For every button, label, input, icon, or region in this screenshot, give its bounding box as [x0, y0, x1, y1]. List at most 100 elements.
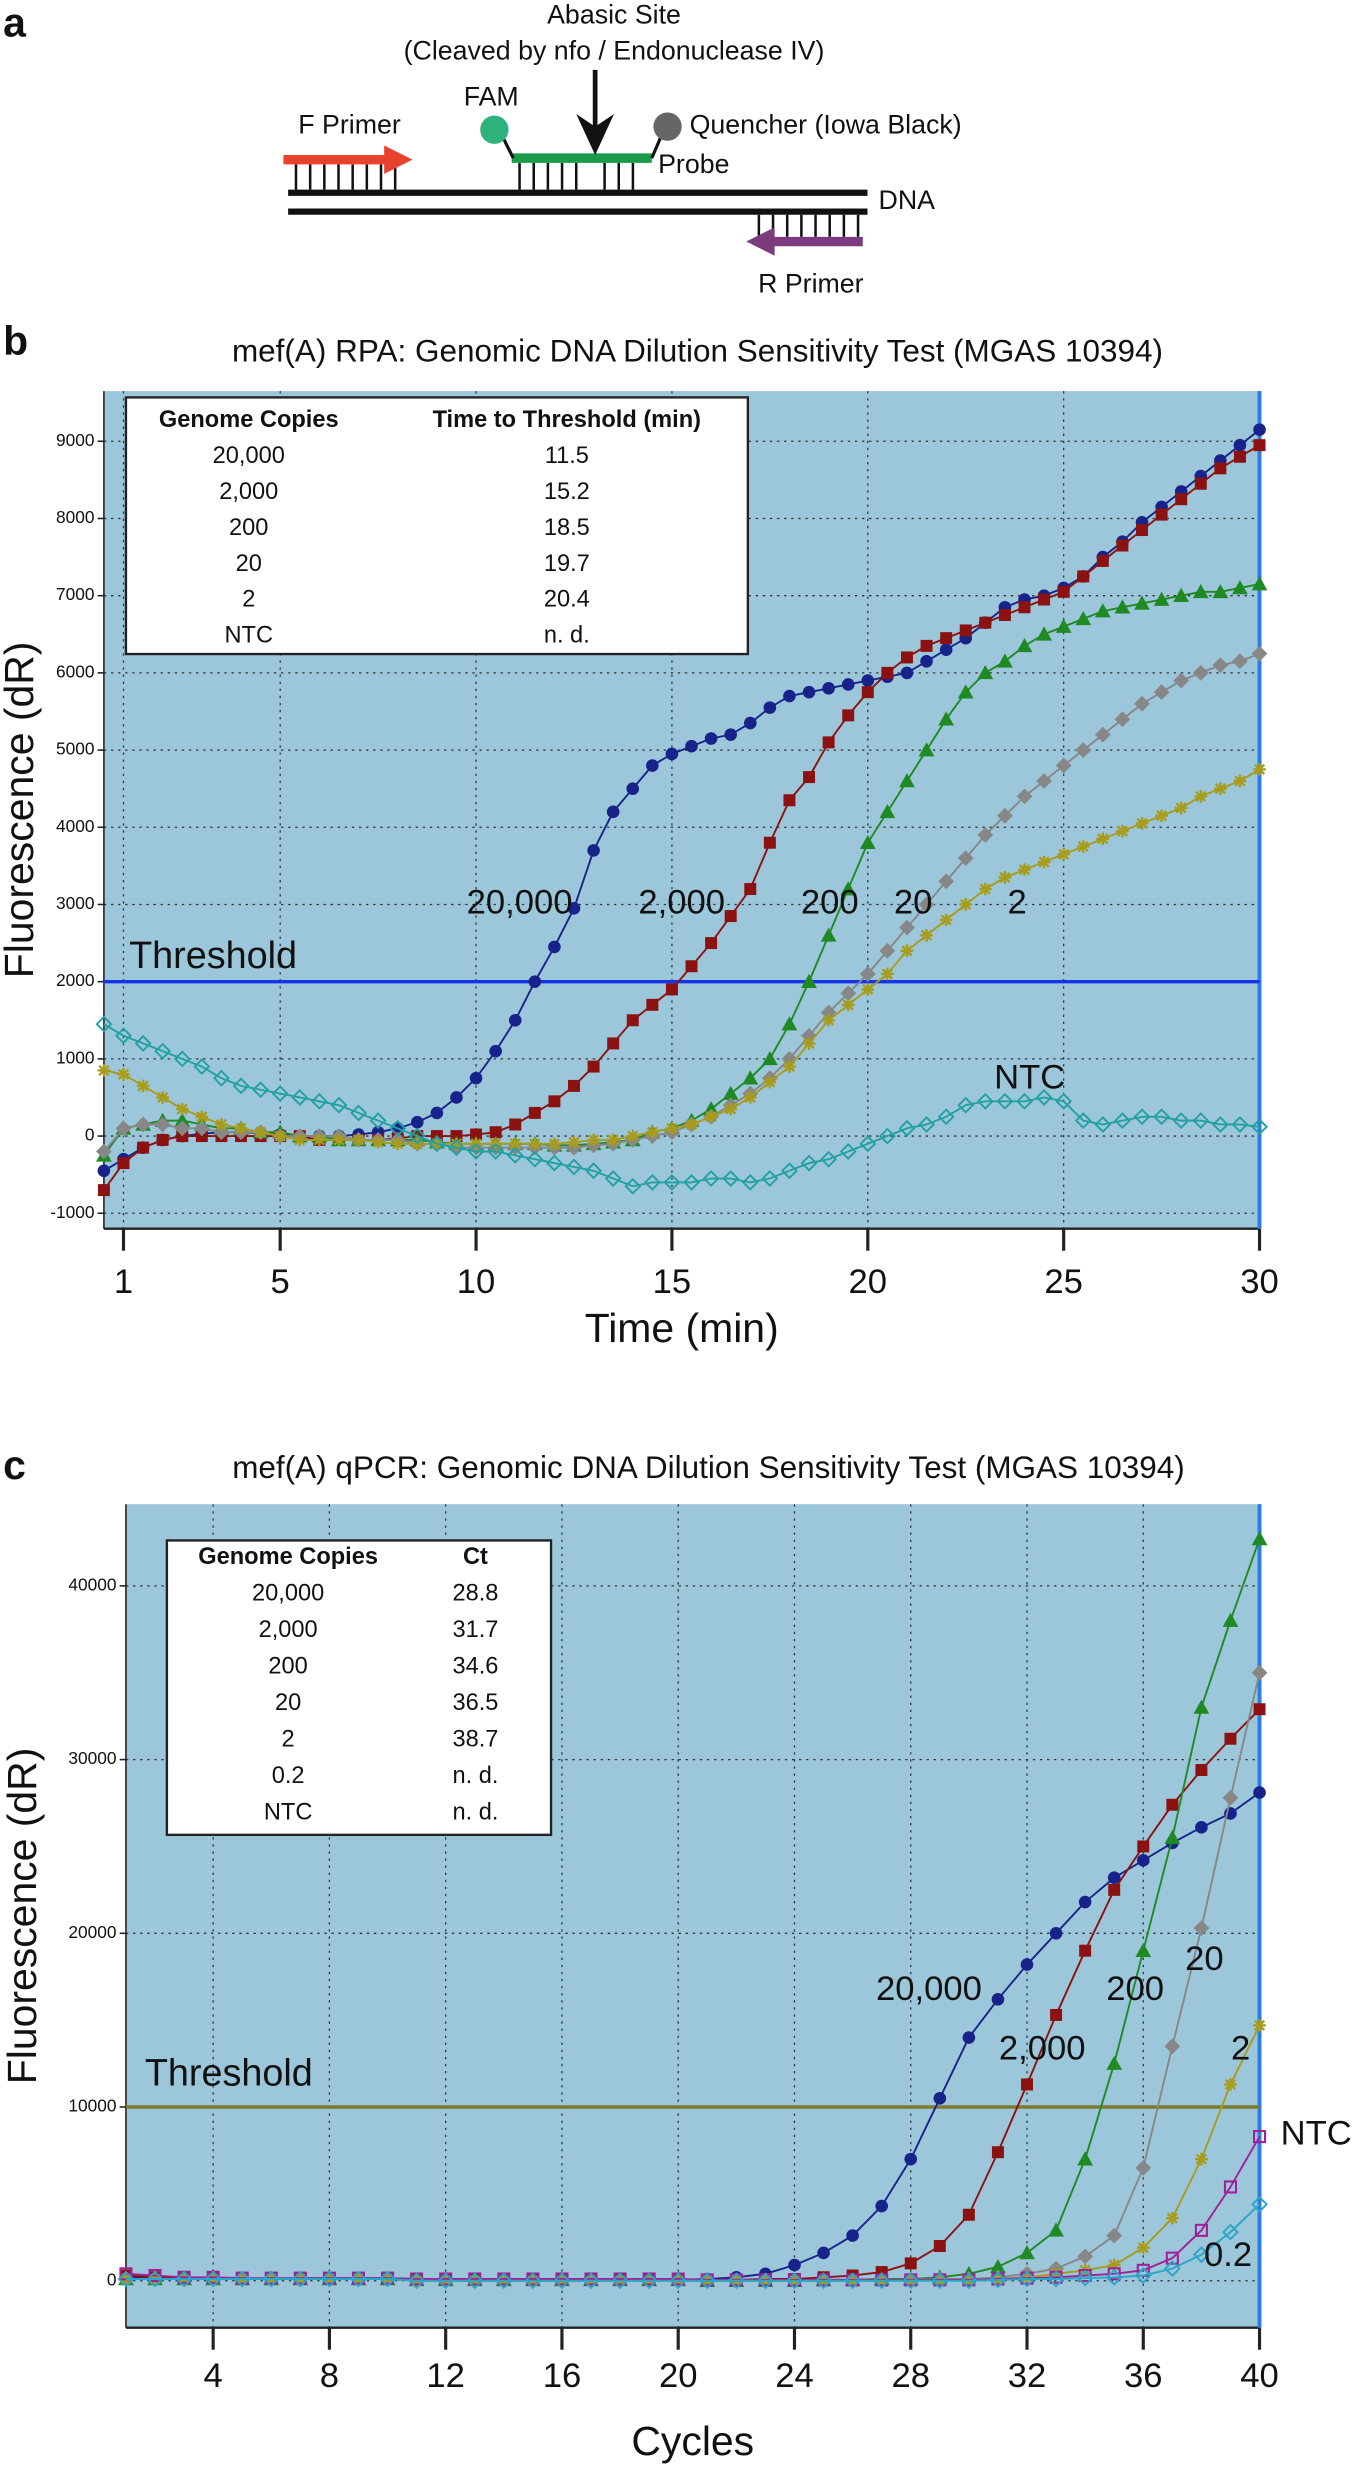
marker — [761, 1170, 779, 1187]
marker — [430, 1106, 444, 1120]
marker — [879, 942, 896, 959]
marker — [487, 1143, 505, 1160]
marker — [369, 1112, 387, 1130]
marker — [606, 1133, 620, 1147]
marker — [840, 985, 857, 1002]
marker — [957, 684, 974, 699]
schematic: Abasic Site (Cleaved by nfo / Endonuclea… — [283, 0, 962, 299]
marker — [1076, 2269, 1094, 2287]
marker — [137, 1141, 150, 1154]
marker — [646, 759, 659, 772]
marker — [1020, 1958, 1034, 1971]
marker — [1251, 1664, 1268, 1681]
series-label: NTC — [1281, 2115, 1352, 2153]
marker — [1094, 603, 1111, 618]
marker — [698, 2272, 716, 2290]
panel-label: a — [3, 0, 27, 46]
inset-table — [124, 396, 750, 656]
marker — [466, 2272, 484, 2290]
marker — [350, 2270, 367, 2288]
marker — [940, 632, 953, 645]
marker — [1135, 817, 1149, 830]
marker — [587, 844, 600, 857]
marker — [232, 1077, 250, 1095]
y-tick-label: -1000 — [50, 1202, 94, 1222]
marker — [702, 1170, 720, 1187]
y-tick-label: 10000 — [68, 2096, 116, 2116]
marker — [587, 1133, 600, 1147]
x-tick-label: 36 — [1124, 2357, 1163, 2395]
marker — [781, 1162, 798, 1180]
diagram-label: Quencher (Iowa Black) — [690, 110, 962, 140]
marker — [95, 1015, 113, 1033]
marker — [861, 674, 875, 687]
marker — [841, 678, 855, 691]
marker — [665, 1122, 679, 1135]
marker — [904, 2152, 918, 2166]
series-label: 0.2 — [1204, 2236, 1252, 2274]
series-label: 2 — [1007, 884, 1026, 922]
marker — [1107, 1871, 1121, 1885]
marker — [976, 1092, 994, 1110]
marker — [1096, 832, 1110, 846]
marker — [722, 1170, 740, 1187]
x-tick-label: 24 — [775, 2357, 814, 2395]
marker — [761, 1050, 778, 1066]
series-label: 20,000 — [876, 1970, 982, 2008]
x-axis-label: Cycles — [631, 2418, 754, 2464]
x-tick-label: 5 — [271, 1263, 290, 1301]
marker — [990, 2258, 1006, 2274]
marker — [1195, 2152, 1208, 2166]
table-cell: 2,000 — [259, 1617, 318, 1643]
quencher — [653, 112, 682, 141]
marker — [117, 1157, 130, 1170]
marker — [1173, 587, 1190, 602]
marker — [839, 1143, 857, 1160]
marker — [1253, 1786, 1266, 1799]
marker — [997, 653, 1013, 668]
marker — [1251, 1118, 1268, 1136]
marker — [1233, 438, 1247, 452]
marker — [1107, 2267, 1121, 2281]
marker — [783, 689, 796, 703]
marker — [931, 2272, 949, 2290]
x-tick-label: 25 — [1044, 1263, 1083, 1301]
table-cell: 19.7 — [544, 551, 590, 577]
marker — [1166, 1798, 1179, 1811]
marker — [1224, 2078, 1237, 2091]
marker — [1172, 1112, 1190, 1130]
marker — [115, 1120, 132, 1137]
marker — [117, 1068, 130, 1081]
inset-table — [165, 1539, 553, 1837]
marker — [1251, 2195, 1268, 2213]
marker — [1153, 591, 1170, 606]
marker — [1194, 2223, 1208, 2237]
y-tick-label: 5000 — [56, 739, 94, 759]
marker — [1163, 2260, 1181, 2278]
marker — [1018, 863, 1031, 877]
marker — [1137, 1840, 1150, 1853]
marker — [1075, 742, 1092, 758]
y-tick-label: 2000 — [56, 970, 94, 990]
marker — [585, 1162, 603, 1180]
marker — [1212, 583, 1229, 599]
marker — [136, 1079, 150, 1093]
marker — [213, 1069, 230, 1087]
marker — [1016, 1092, 1033, 1110]
marker — [756, 2272, 774, 2290]
marker — [1136, 1854, 1150, 1867]
marker — [1055, 618, 1072, 633]
marker — [1253, 423, 1266, 437]
series-label: 200 — [1106, 1970, 1164, 2008]
marker — [148, 2268, 162, 2283]
marker — [379, 2270, 396, 2288]
table-cell: 20,000 — [252, 1581, 324, 1607]
y-tick-label: 40000 — [68, 1574, 116, 1594]
x-tick-label: 1 — [114, 1263, 133, 1301]
marker — [861, 686, 874, 699]
y-tick-label: 30000 — [68, 1748, 116, 1768]
x-tick-label: 16 — [543, 2357, 582, 2395]
marker — [215, 1118, 228, 1131]
marker — [822, 736, 835, 749]
marker — [939, 643, 953, 657]
